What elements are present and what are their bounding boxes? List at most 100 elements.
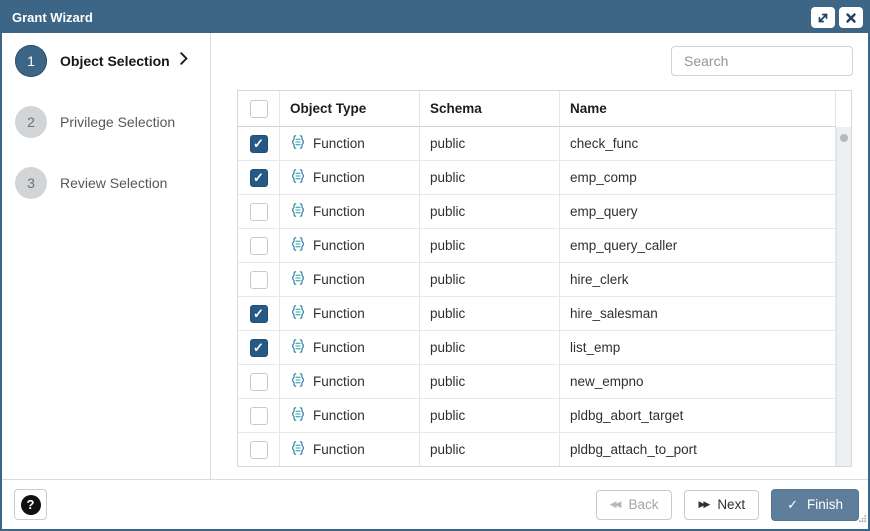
row-checkbox[interactable] (249, 270, 268, 289)
table-row[interactable]: Function public hire_clerk (238, 263, 836, 297)
name-label: pldbg_abort_target (570, 408, 684, 423)
object-type-cell: Function (280, 365, 420, 399)
object-type-cell: Function (280, 229, 420, 263)
object-type-label: Function (313, 136, 365, 151)
object-type-cell: Function (280, 263, 420, 297)
schema-label: public (430, 408, 466, 423)
table-header-row: Object Type Schema Name (238, 91, 836, 127)
function-icon (290, 134, 306, 153)
row-checkbox[interactable]: ✓ (249, 338, 268, 357)
help-button[interactable]: ? (14, 489, 47, 520)
wizard-step-3[interactable]: 3 Review Selection (2, 167, 210, 199)
dialog-title: Grant Wizard (12, 10, 93, 25)
schema-label: public (430, 340, 466, 355)
schema-label: public (430, 442, 466, 457)
function-icon (290, 338, 306, 357)
finish-button[interactable]: ✓ Finish (771, 488, 859, 521)
column-header-schema: Schema (420, 91, 560, 127)
row-checkbox[interactable] (249, 372, 268, 391)
table-row[interactable]: Function public emp_query (238, 195, 836, 229)
chevron-right-icon (179, 52, 188, 70)
table-row[interactable]: ✓ Function public emp_comp (238, 161, 836, 195)
table-row[interactable]: ✓ Function public list_emp (238, 331, 836, 365)
name-cell: check_func (560, 127, 836, 161)
table-scrollbar[interactable] (836, 127, 851, 466)
row-checkbox[interactable]: ✓ (249, 168, 268, 187)
header-checkbox-cell (238, 91, 280, 127)
name-cell: pldbg_attach_to_port (560, 433, 836, 466)
row-checkbox-cell (238, 365, 280, 399)
row-checkbox[interactable]: ✓ (249, 304, 268, 323)
row-checkbox-cell (238, 399, 280, 433)
row-checkbox[interactable] (249, 236, 268, 255)
wizard-step-1[interactable]: 1 Object Selection (2, 45, 210, 77)
row-checkbox-cell: ✓ (238, 297, 280, 331)
titlebar-buttons (811, 7, 863, 28)
table-row[interactable]: Function public new_empno (238, 365, 836, 399)
table-row[interactable]: Function public emp_query_caller (238, 229, 836, 263)
schema-label: public (430, 272, 466, 287)
row-checkbox[interactable] (249, 440, 268, 459)
name-label: emp_query (570, 204, 638, 219)
scrollbar-thumb[interactable] (840, 134, 848, 142)
row-checkbox[interactable]: ✓ (249, 134, 268, 153)
maximize-button[interactable] (811, 7, 835, 28)
check-icon: ✓ (787, 497, 798, 512)
dialog-footer: ? ◀◀ Back ▶▶ Next ✓ Finish (2, 479, 868, 529)
wizard-step-2[interactable]: 2 Privilege Selection (2, 106, 210, 138)
row-checkbox[interactable] (249, 202, 268, 221)
schema-cell: public (420, 229, 560, 263)
name-label: new_empno (570, 374, 644, 389)
schema-cell: public (420, 297, 560, 331)
object-selection-panel: Object Type Schema Name ✓ Function publi… (211, 33, 868, 479)
row-checkbox-cell: ✓ (238, 161, 280, 195)
back-button-label: Back (628, 497, 659, 512)
table-row[interactable]: ✓ Function public hire_salesman (238, 297, 836, 331)
table-row[interactable]: Function public pldbg_attach_to_port (238, 433, 836, 466)
name-cell: pldbg_abort_target (560, 399, 836, 433)
schema-label: public (430, 374, 466, 389)
object-type-label: Function (313, 374, 365, 389)
object-type-label: Function (313, 238, 365, 253)
close-icon (845, 12, 857, 24)
step-label: Object Selection (60, 53, 170, 69)
search-input[interactable] (671, 46, 853, 76)
name-label: check_func (570, 136, 639, 151)
schema-label: public (430, 136, 466, 151)
function-icon (290, 236, 306, 255)
object-type-label: Function (313, 408, 365, 423)
close-button[interactable] (839, 7, 863, 28)
next-button[interactable]: ▶▶ Next (684, 489, 760, 520)
name-label: hire_salesman (570, 306, 658, 321)
select-all-checkbox[interactable] (249, 99, 268, 118)
schema-cell: public (420, 195, 560, 229)
name-cell: emp_query (560, 195, 836, 229)
name-cell: emp_query_caller (560, 229, 836, 263)
schema-label: public (430, 238, 466, 253)
schema-label: public (430, 170, 466, 185)
name-label: hire_clerk (570, 272, 629, 287)
function-icon (290, 202, 306, 221)
wizard-steps-sidebar: 1 Object Selection 2 Privilege Selection… (2, 33, 211, 479)
object-type-label: Function (313, 306, 365, 321)
row-checkbox-cell (238, 195, 280, 229)
column-header-name: Name (560, 91, 836, 127)
back-button[interactable]: ◀◀ Back (595, 489, 673, 520)
object-type-cell: Function (280, 297, 420, 331)
function-icon (290, 372, 306, 391)
titlebar: Grant Wizard (2, 2, 868, 33)
object-type-label: Function (313, 272, 365, 287)
step-label: Review Selection (60, 175, 168, 191)
table-row[interactable]: ✓ Function public check_func (238, 127, 836, 161)
object-type-cell: Function (280, 127, 420, 161)
object-type-cell: Function (280, 433, 420, 466)
table-row[interactable]: Function public pldbg_abort_target (238, 399, 836, 433)
row-checkbox[interactable] (249, 406, 268, 425)
object-type-label: Function (313, 340, 365, 355)
name-cell: hire_clerk (560, 263, 836, 297)
function-icon (290, 270, 306, 289)
footer-actions: ◀◀ Back ▶▶ Next ✓ Finish (595, 488, 859, 521)
name-cell: list_emp (560, 331, 836, 365)
resize-grip-icon[interactable] (858, 510, 867, 528)
